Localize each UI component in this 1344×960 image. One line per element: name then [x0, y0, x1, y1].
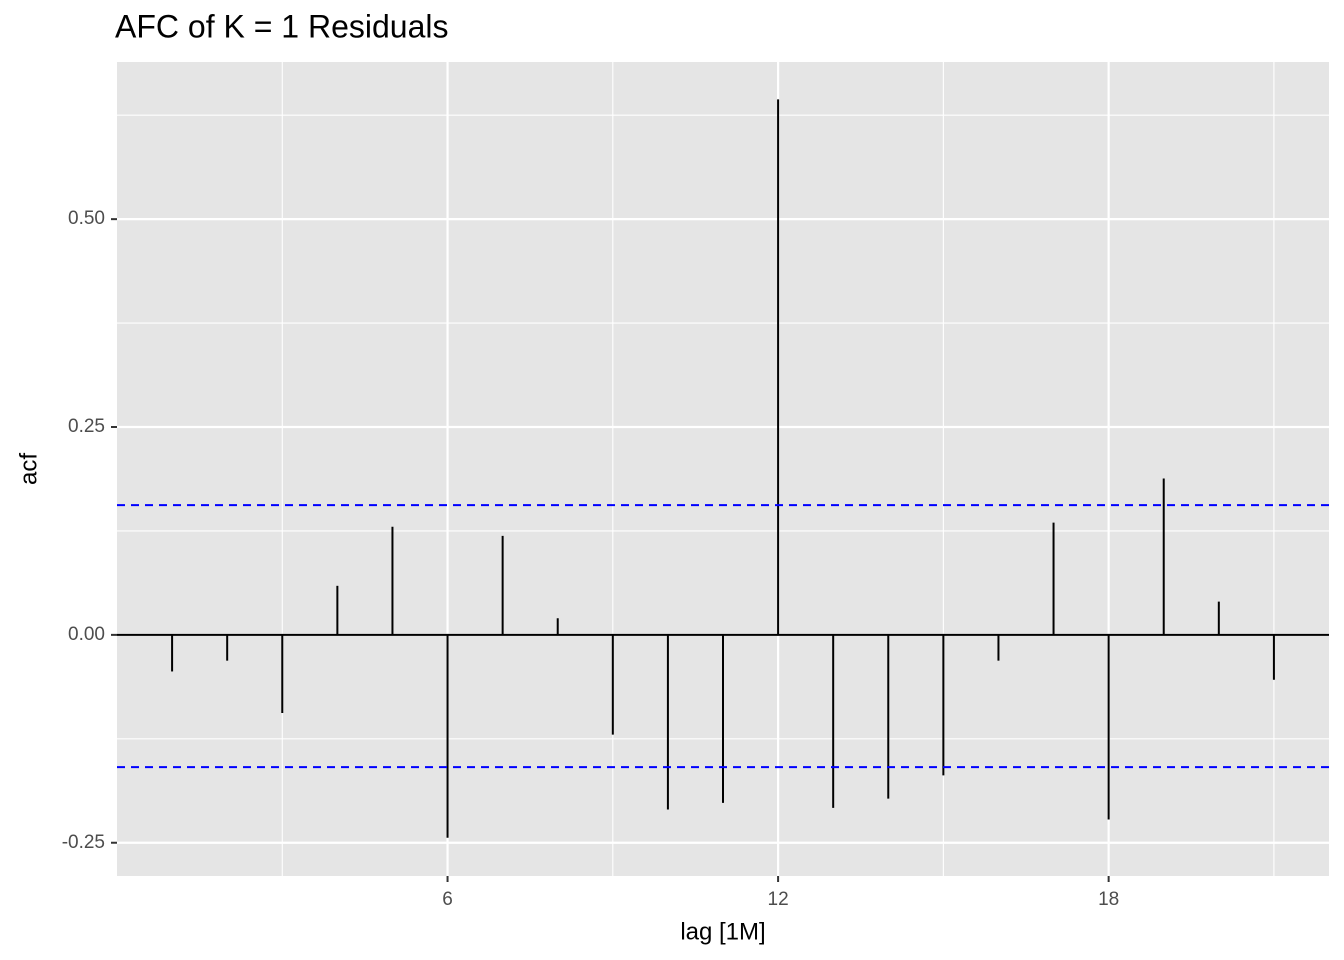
x-axis-label: lag [1M]: [680, 918, 765, 945]
y-tick-label: 0.25: [68, 416, 105, 437]
x-tick-label: 18: [1098, 889, 1119, 910]
x-tick-label: 6: [442, 889, 453, 910]
y-tick-label: 0.50: [68, 208, 105, 229]
x-tick-label: 12: [768, 889, 789, 910]
y-axis-label: acf: [15, 453, 42, 485]
y-tick-label: -0.25: [62, 832, 105, 853]
y-tick-label: 0.00: [68, 624, 105, 645]
chart-title: AFC of K = 1 Residuals: [115, 8, 448, 44]
